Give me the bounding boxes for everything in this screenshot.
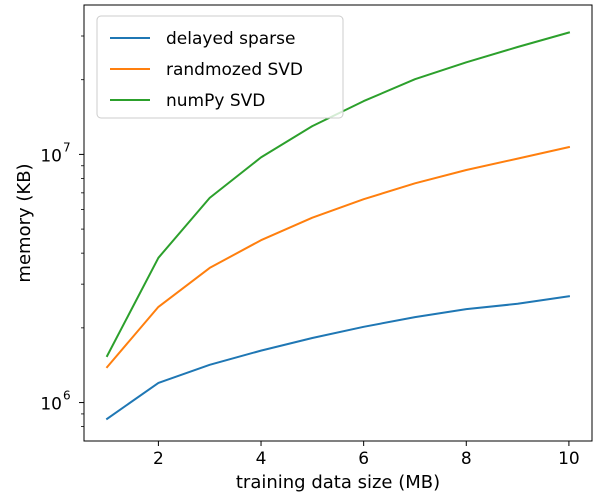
legend-label: numPy SVD	[166, 91, 265, 111]
legend-box	[96, 15, 344, 119]
x-tick-label: 4	[256, 449, 267, 469]
x-tick-label: 6	[358, 449, 369, 469]
plot-frame	[83, 4, 593, 442]
x-axis-ticks: 2 4 6 8 10	[153, 441, 580, 469]
y-axis-label: memory (KB)	[14, 163, 35, 282]
x-tick-label: 10	[558, 449, 580, 469]
y-tick-label-exponent: 7	[63, 140, 71, 154]
legend-label: randmozed SVD	[166, 60, 303, 80]
y-tick-label: 10	[40, 395, 62, 415]
x-axis-label: training data size (MB)	[236, 472, 440, 493]
legend-label: delayed sparse	[166, 29, 295, 49]
y-tick-label: 10	[40, 146, 62, 166]
y-tick-label-exponent: 6	[63, 389, 71, 403]
series-line-0	[105, 295, 571, 421]
series-line-1	[105, 145, 571, 369]
legend: delayed sparse randmozed SVD numPy SVD	[96, 15, 344, 119]
x-tick-label: 2	[153, 449, 164, 469]
x-tick-label: 8	[461, 449, 472, 469]
